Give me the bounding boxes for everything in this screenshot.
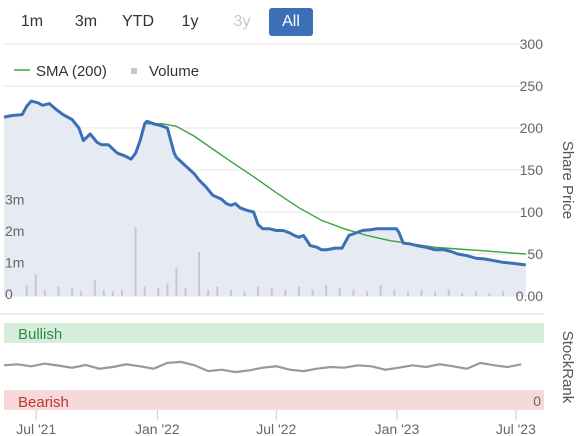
range-button-ytd[interactable]: YTD (122, 13, 154, 30)
volume-bars (25, 226, 518, 296)
volume-bar (229, 289, 232, 296)
volume-bar (488, 292, 491, 296)
price-tick-label: 50 (527, 246, 543, 262)
volume-tick-label: 2m (5, 223, 24, 239)
bearish-band (4, 390, 544, 410)
volume-tick-label: 3m (5, 192, 24, 208)
volume-bar (447, 289, 450, 296)
volume-bar (216, 286, 219, 296)
volume-bar (502, 291, 505, 296)
volume-legend-label[interactable]: Volume (149, 63, 199, 80)
volume-bar (298, 286, 300, 296)
volume-bar (311, 289, 314, 296)
volume-bar (80, 291, 83, 296)
price-axis-title: Share Price (559, 141, 576, 219)
volume-bar (257, 286, 260, 296)
stockrank-axis-title: StockRank (559, 331, 576, 404)
volume-bar (393, 289, 396, 296)
bearish-label: Bearish (18, 394, 69, 411)
x-tick-label: Jan '23 (375, 421, 420, 436)
volume-bar (175, 267, 178, 296)
volume-bar (34, 274, 37, 296)
volume-bar (57, 286, 60, 296)
price-tick-label: 200 (520, 120, 544, 136)
volume-bar (143, 286, 146, 296)
price-tick-label: 300 (520, 36, 544, 52)
x-tick-label: Jan '22 (135, 421, 180, 436)
volume-bar (134, 226, 137, 296)
range-button-3m[interactable]: 3m (74, 13, 98, 30)
range-button-1m[interactable]: 1m (20, 13, 44, 30)
volume-bar (434, 291, 437, 296)
volume-bar (325, 285, 328, 296)
x-tick-label: Jul '22 (256, 421, 296, 436)
price-tick-label: 100 (520, 204, 544, 220)
volume-bar (157, 288, 160, 296)
volume-bar (270, 288, 273, 296)
bullish-label: Bullish (18, 326, 62, 343)
x-tick-label: Jul '23 (496, 421, 536, 436)
volume-bar (406, 291, 409, 296)
volume-bar (366, 291, 368, 296)
range-button-all[interactable]: All (269, 8, 313, 36)
volume-bar (184, 288, 187, 296)
volume-tick-label: 0 (5, 286, 13, 302)
volume-tick-label: 1m (5, 255, 24, 271)
volume-bar (284, 289, 287, 296)
volume-bar (474, 291, 477, 296)
volume-bar (102, 289, 105, 296)
sma-line (146, 123, 526, 255)
price-axis-ticks: 0.00 50 100 150 200 250 300 (516, 36, 543, 304)
volume-bar (338, 288, 341, 296)
price-tick-label: 0.00 (516, 288, 543, 304)
volume-bar (420, 289, 423, 296)
volume-bar (166, 283, 169, 296)
sma-legend-label[interactable]: SMA (200) (36, 63, 107, 80)
volume-bar (71, 288, 74, 296)
volume-bar (93, 280, 96, 296)
volume-bar (243, 291, 246, 296)
volume-bar (461, 292, 464, 296)
stockrank-zero-label: 0 (533, 393, 541, 409)
price-line (3, 99, 526, 267)
volume-legend-swatch (131, 68, 137, 74)
volume-bar (352, 289, 355, 296)
volume-bar (121, 289, 123, 296)
x-tick-label: Jul '21 (16, 421, 56, 436)
volume-bar (207, 289, 210, 296)
volume-bar (25, 285, 28, 296)
volume-bar (515, 292, 518, 296)
volume-bar (111, 291, 114, 296)
stockrank-line (3, 360, 522, 374)
legend: SMA (200) Volume (14, 63, 199, 80)
volume-bar (43, 289, 46, 296)
price-tick-label: 150 (520, 162, 544, 178)
range-button-3y: 3y (233, 13, 251, 30)
price-tick-label: 250 (520, 78, 544, 94)
price-area-fill (4, 101, 526, 296)
bullish-band (4, 323, 544, 343)
x-axis: Jul '21 Jan '22 Jul '22 Jan '23 Jul '23 (16, 410, 536, 436)
volume-bar (379, 285, 382, 296)
range-button-1y[interactable]: 1y (181, 13, 199, 30)
volume-bar (198, 252, 201, 296)
volume-axis-ticks: 0 1m 2m 3m (5, 192, 24, 302)
